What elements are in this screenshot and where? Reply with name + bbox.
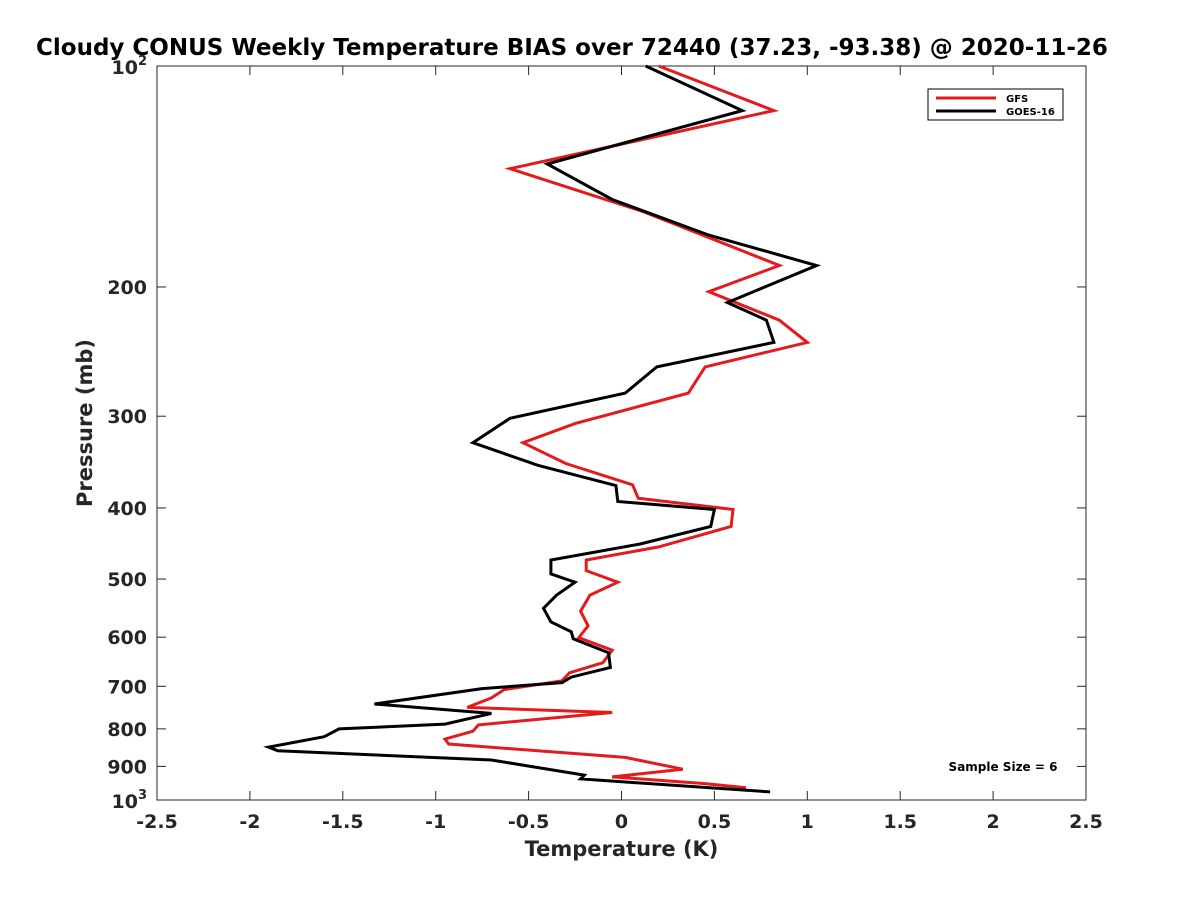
legend-label-goes-16: GOES-16 — [1006, 107, 1055, 118]
y-tick-label: 300 — [107, 406, 147, 428]
x-axis-label: Temperature (K) — [525, 837, 719, 861]
y-axis-label: Pressure (mb) — [73, 339, 97, 507]
y-tick-label: 800 — [107, 719, 147, 741]
y-tick-label: 400 — [107, 498, 147, 520]
legend-box — [927, 88, 1064, 121]
legend: GFS GOES-16 — [927, 88, 1064, 121]
y-tick-label: 500 — [107, 569, 147, 591]
legend-label-gfs: GFS — [1006, 94, 1028, 105]
y-tick-label: 900 — [107, 756, 147, 778]
x-tick-label: 1 — [801, 811, 814, 833]
y-tick-label: 200 — [107, 277, 147, 299]
sample-size-annotation: Sample Size = 6 — [949, 760, 1058, 774]
x-tick-label: -2 — [239, 811, 260, 833]
y-tick-label-power: 103 — [112, 788, 148, 813]
x-tick-label: -2.5 — [136, 811, 178, 833]
y-tick-label-power: 102 — [112, 54, 148, 79]
x-tick-label: -1 — [425, 811, 446, 833]
plot-area: -2.5 -2 -1.5 -1 -0.5 0 0.5 1 1.5 2 2.5 200 300 400 50… — [107, 54, 1103, 833]
x-tick-label: -1.5 — [322, 811, 364, 833]
x-tick-label: 0.5 — [698, 811, 732, 833]
y-tick-label: 700 — [107, 676, 147, 698]
series-lines — [263, 64, 822, 794]
x-tick-label: 2.5 — [1069, 811, 1103, 833]
x-tick-label: 0 — [615, 811, 628, 833]
x-tick-label: 2 — [986, 811, 999, 833]
x-axis: -2.5 -2 -1.5 -1 -0.5 0 0.5 1 1.5 2 2.5 — [136, 66, 1103, 833]
y-axis: 200 300 400 500 600 700 800 900 102 103 — [107, 54, 1086, 813]
x-tick-label: 1.5 — [883, 811, 917, 833]
x-tick-label: -0.5 — [508, 811, 550, 833]
chart-title: Cloudy CONUS Weekly Temperature BIAS ove… — [36, 35, 1108, 61]
y-tick-label: 600 — [107, 627, 147, 649]
series-line-gfs — [442, 64, 811, 790]
series-line-goes-16 — [263, 64, 822, 794]
